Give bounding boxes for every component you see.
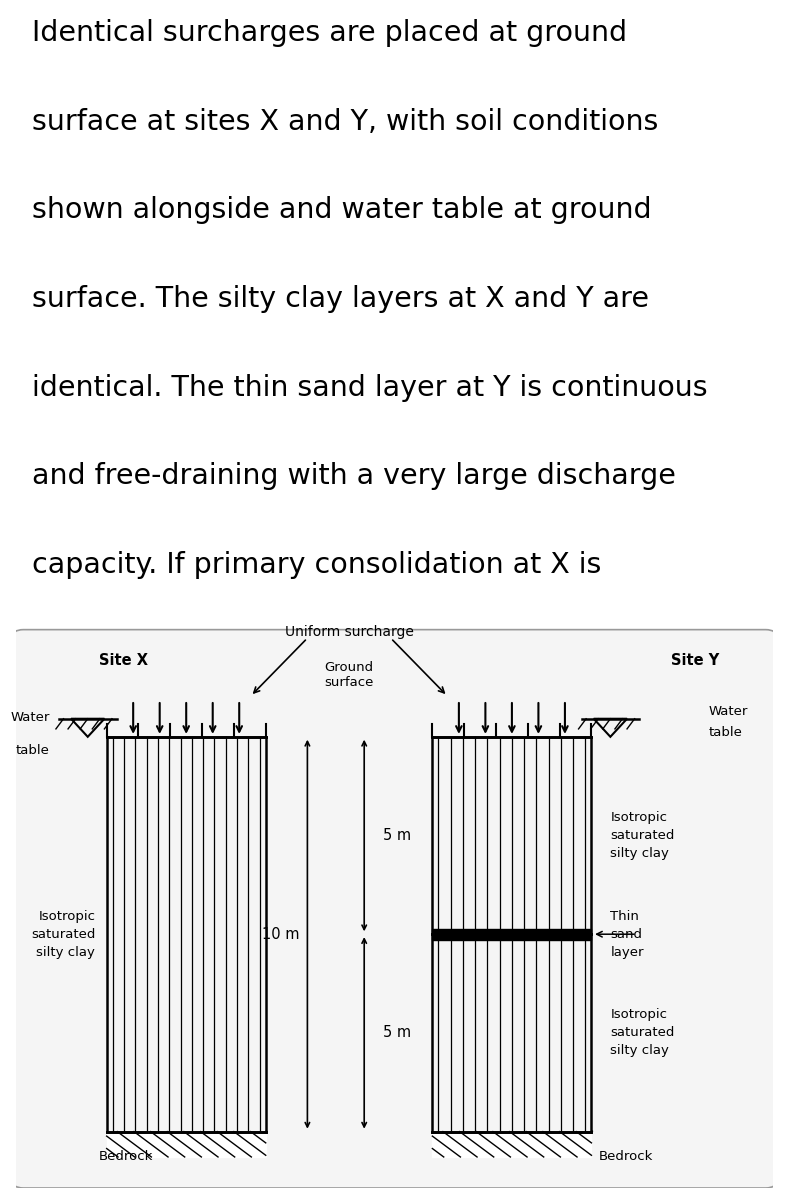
Text: 5 m: 5 m [383,1025,411,1040]
Text: capacity. If primary consolidation at X is: capacity. If primary consolidation at X … [32,551,601,580]
Text: Isotropic
saturated
silty clay: Isotropic saturated silty clay [611,1008,675,1057]
Text: and free-draining with a very large discharge: and free-draining with a very large disc… [32,462,675,491]
Text: completion of primary consolidation at Y?: completion of primary consolidation at Y… [32,817,625,845]
Text: table: table [709,726,742,739]
Polygon shape [107,1132,266,1157]
Text: Water: Water [10,712,50,725]
Text: Site Y: Site Y [671,653,720,668]
Text: identical. The thin sand layer at Y is continuous: identical. The thin sand layer at Y is c… [32,373,707,402]
Text: Ground
surface: Ground surface [324,661,374,689]
Text: Isotropic
saturated
silty clay: Isotropic saturated silty clay [611,811,675,860]
Text: Identical surcharges are placed at ground: Identical surcharges are placed at groun… [32,19,626,47]
Text: Bedrock: Bedrock [99,1151,154,1164]
Text: surface at sites X and Y, with soil conditions: surface at sites X and Y, with soil cond… [32,108,658,136]
FancyBboxPatch shape [12,630,777,1188]
Text: Site X: Site X [99,653,148,668]
Text: Thin
sand
layer: Thin sand layer [611,910,644,959]
Text: estimated to complete in 36 months, what: estimated to complete in 36 months, what [32,640,639,667]
Text: table: table [16,744,50,756]
Text: Isotropic
saturated
silty clay: Isotropic saturated silty clay [31,910,95,959]
Text: surface. The silty clay layers at X and Y are: surface. The silty clay layers at X and … [32,286,649,313]
Text: would be the corresponding time for: would be the corresponding time for [32,728,552,756]
Text: Water: Water [709,704,748,718]
Text: Uniform surcharge: Uniform surcharge [285,625,413,640]
Polygon shape [432,929,592,940]
Text: shown alongside and water table at ground: shown alongside and water table at groun… [32,197,651,224]
Text: 5 m: 5 m [383,828,411,842]
Text: 10 m: 10 m [262,926,300,942]
Polygon shape [432,1132,592,1157]
Text: Bedrock: Bedrock [599,1151,653,1164]
